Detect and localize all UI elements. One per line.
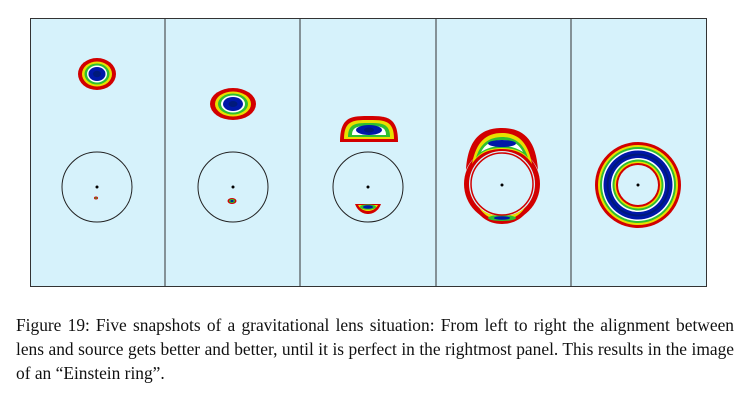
lens-center-dot-4 [500, 183, 504, 187]
source-arc-3 [340, 116, 398, 142]
lens-center-dot-3 [366, 185, 370, 189]
figure-border [30, 18, 707, 287]
einstein-radius-circle-1 [61, 151, 133, 223]
counter-image-1 [94, 196, 98, 200]
counter-image-2 [227, 198, 237, 204]
source-image-1 [78, 58, 116, 90]
einstein-radius-circle-3 [332, 151, 404, 223]
einstein-radius-circle-2 [197, 151, 269, 223]
caption-text: Five snapshots of a gravitational lens s… [16, 315, 734, 383]
figure-caption: Figure 19: Five snapshots of a gravitatio… [16, 313, 734, 385]
lens-center-dot-5 [636, 183, 640, 187]
lens-center-dot-1 [95, 185, 99, 189]
panel-dividers [164, 18, 572, 287]
lens-center-dot-2 [231, 185, 235, 189]
source-image-2 [210, 88, 256, 120]
counter-image-3 [355, 204, 381, 214]
near-ring-4 [464, 128, 540, 224]
caption-label: Figure 19: [16, 315, 90, 335]
lens-figure [30, 18, 707, 287]
